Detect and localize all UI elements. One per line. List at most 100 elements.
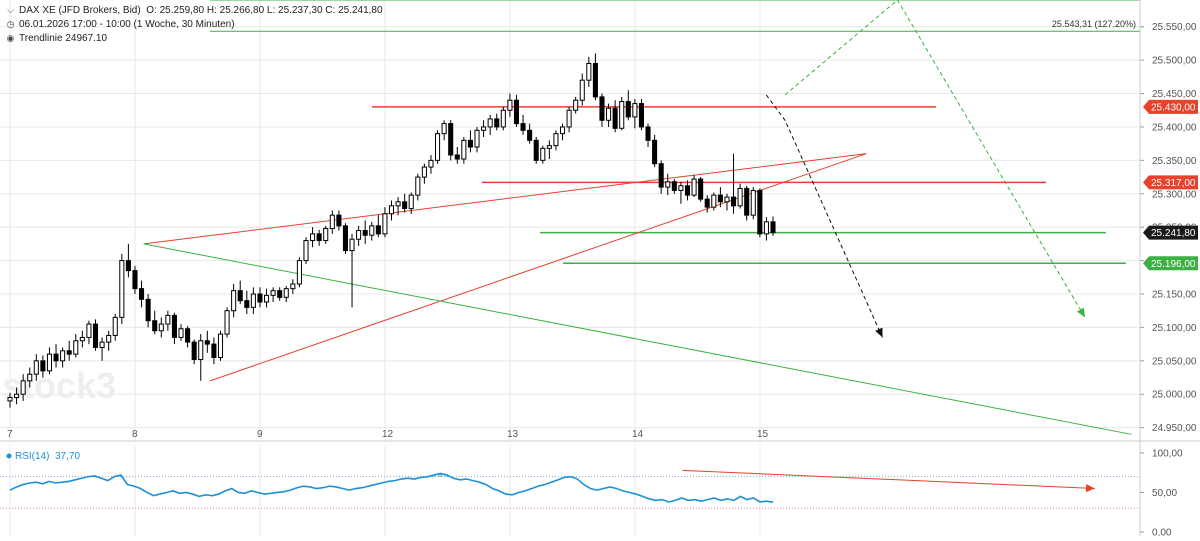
rsi-trendline	[682, 469, 1096, 490]
candle-body	[652, 139, 658, 165]
price-tag-label: 25.241,80	[1151, 228, 1196, 239]
projection-arrow	[784, 0, 1086, 318]
candle-body	[625, 101, 631, 118]
candle-body	[454, 154, 460, 160]
candle-body	[513, 99, 520, 125]
candle-body	[7, 397, 13, 402]
rsi-tick-label: 50,00	[1152, 488, 1177, 499]
candle-body	[487, 118, 493, 128]
candle-body	[145, 298, 151, 322]
candle-body	[704, 198, 710, 208]
candle-body	[375, 225, 381, 235]
range-row: ◷ 06.01.2026 17:00 - 10:00 (1 Woche, 30 M…	[6, 18, 235, 31]
candle-body	[415, 176, 421, 196]
candle-body	[612, 107, 618, 129]
ohlc-values: O: 25.259,80 H: 25.266,80 L: 25.237,30 C…	[146, 5, 383, 16]
candle-body	[46, 353, 53, 372]
rsi-tick-label: 100,00	[1152, 448, 1183, 459]
candle-body	[671, 181, 677, 191]
candle-body	[435, 133, 441, 161]
candle-body	[599, 96, 605, 121]
candle-body	[40, 360, 46, 372]
candle-body	[33, 360, 39, 375]
candle-body	[553, 133, 559, 147]
candle-body	[737, 187, 743, 207]
price-tick-label: 25.500,00	[1152, 56, 1197, 67]
candle-body	[92, 323, 99, 348]
candle-body	[527, 129, 533, 141]
rsi-value: 37,70	[55, 451, 80, 462]
candle-body	[329, 214, 335, 230]
trendline	[143, 153, 867, 245]
candle-body	[178, 328, 184, 338]
candle-body	[244, 300, 250, 308]
candle-body	[744, 187, 750, 216]
candle-body	[27, 373, 33, 382]
arrow-head	[1076, 307, 1085, 318]
visibility-icon[interactable]: ◉	[6, 33, 15, 43]
candle-body	[711, 194, 717, 208]
candle-body	[494, 118, 500, 128]
candle-body	[448, 123, 454, 156]
candle-body	[428, 159, 434, 168]
arrow-layer	[765, 0, 1086, 338]
candle-body	[461, 139, 467, 160]
candle-body	[283, 288, 289, 298]
trendline	[209, 153, 867, 382]
candle-body	[678, 185, 684, 191]
candle-body	[579, 79, 585, 101]
candle-body	[717, 194, 723, 203]
price-tag-label: 25.317,00	[1151, 178, 1196, 189]
candle-body	[763, 221, 769, 235]
candle-body	[507, 99, 513, 111]
rsi-title: RSI(14)	[15, 451, 49, 462]
price-tick-label: 25.100,00	[1152, 323, 1197, 334]
candle-body	[533, 139, 539, 161]
candle-body	[586, 62, 592, 81]
candle-body	[520, 123, 526, 131]
candle-body	[481, 126, 487, 131]
candle-body	[204, 340, 210, 345]
candle-body	[356, 230, 362, 240]
candle-body	[665, 181, 671, 188]
candle-body	[730, 196, 737, 207]
time-tick-label: 13	[507, 429, 519, 440]
candle-body	[724, 196, 730, 203]
price-tick-label: 25.300,00	[1152, 189, 1197, 200]
candle-body	[421, 166, 427, 178]
candle-body	[658, 163, 664, 188]
candle-body	[158, 323, 164, 332]
time-tick-label: 8	[132, 429, 138, 440]
clock-icon[interactable]: ◷	[6, 19, 15, 29]
candle-body	[270, 290, 276, 296]
candle-body	[231, 290, 237, 312]
candle-body	[408, 194, 414, 209]
trendline-label: Trendlinie 24967.10	[19, 33, 108, 44]
candle-body	[310, 233, 316, 242]
trend-layer	[143, 153, 1132, 435]
projection-arrow	[765, 94, 883, 338]
candle-body	[112, 316, 118, 336]
candle-body	[336, 214, 342, 227]
candle-body	[53, 353, 59, 362]
candle-body	[211, 343, 217, 358]
chart-type-icon[interactable]: ⌵	[7, 5, 14, 15]
candle-body	[349, 238, 355, 252]
candle-body	[79, 336, 85, 342]
candle-body	[619, 101, 625, 129]
candle-body	[185, 328, 191, 343]
candle-body	[402, 201, 408, 209]
candle-body	[106, 334, 112, 343]
price-tag	[1143, 99, 1198, 114]
time-tick-label: 7	[7, 429, 13, 440]
candle-body	[500, 109, 506, 128]
rsi-trend-arrow-head	[1085, 484, 1095, 493]
candle-body	[382, 213, 388, 235]
candle-body	[198, 340, 204, 360]
candle-body	[165, 314, 171, 325]
candle-body	[559, 126, 566, 135]
candle-body	[20, 380, 26, 395]
candle-body	[277, 290, 283, 298]
